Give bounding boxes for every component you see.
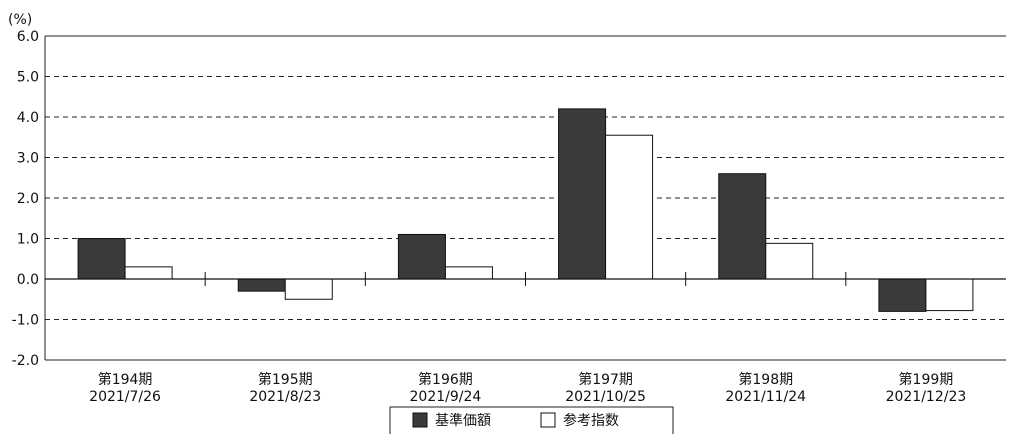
y-tick-label: 6.0 <box>17 29 39 45</box>
x-tick-label-period: 第198期 <box>738 371 793 388</box>
x-tick-label-date: 2021/10/25 <box>565 389 646 405</box>
bar-nav <box>397 233 446 280</box>
y-axis-unit-label: (%) <box>8 12 32 28</box>
y-tick-label: -2.0 <box>12 353 39 369</box>
bar-nav <box>718 173 767 280</box>
y-tick-label: 3.0 <box>17 151 39 167</box>
y-tick-label: 0.0 <box>17 272 39 288</box>
x-tick-label-period: 第194期 <box>98 371 153 388</box>
y-tick-label: -1.0 <box>12 313 39 329</box>
x-tick-label-date: 2021/9/24 <box>410 389 482 405</box>
y-tick-label: 5.0 <box>17 70 39 86</box>
y-tick-label: 1.0 <box>17 232 39 248</box>
bar-reference-index <box>605 134 654 280</box>
x-tick-label-date: 2021/7/26 <box>89 389 161 405</box>
x-tick-label-period: 第196期 <box>418 371 473 388</box>
x-tick-label-date: 2021/11/24 <box>725 389 806 405</box>
bar-reference-index <box>925 278 974 312</box>
bar-nav <box>237 278 286 292</box>
bar-reference-index <box>284 278 333 300</box>
legend-box <box>389 406 674 438</box>
bar-nav <box>558 108 607 280</box>
legend-label-reference: 参考指数 <box>563 412 619 429</box>
legend-swatch-reference <box>540 412 556 428</box>
x-tick-label-date: 2021/12/23 <box>886 389 967 405</box>
bar-nav <box>878 278 927 312</box>
x-tick-label-period: 第199期 <box>899 371 954 388</box>
bar-reference-index <box>124 266 173 280</box>
x-tick-label-period: 第195期 <box>258 371 313 388</box>
x-tick-label-date: 2021/8/23 <box>249 389 321 405</box>
legend-swatch-nav <box>412 412 428 428</box>
y-tick-label: 2.0 <box>17 191 39 207</box>
bar-nav <box>77 238 126 280</box>
bar-reference-index <box>444 266 493 280</box>
x-tick-label-period: 第197期 <box>578 371 633 388</box>
legend-label-nav: 基準価額 <box>435 412 491 429</box>
y-tick-label: 4.0 <box>17 110 39 126</box>
bar-reference-index <box>765 242 814 280</box>
